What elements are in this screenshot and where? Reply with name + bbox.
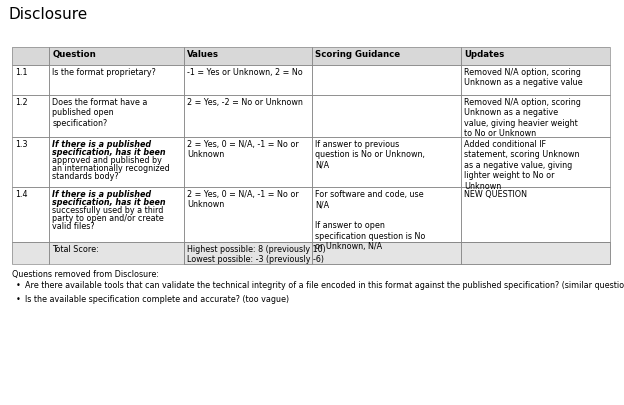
- Bar: [49, 95, 184, 137]
- Text: 2 = Yes, 0 = N/A, -1 = No or
Unknown: 2 = Yes, 0 = N/A, -1 = No or Unknown: [187, 190, 299, 209]
- Bar: [313, 242, 461, 264]
- Bar: [461, 242, 610, 264]
- Text: Highest possible: 8 (previously 10)
Lowest possible: -3 (previously -6): Highest possible: 8 (previously 10) Lowe…: [187, 245, 326, 264]
- Text: party to open and/or create: party to open and/or create: [52, 214, 164, 223]
- Bar: [12, 65, 49, 95]
- Bar: [184, 187, 313, 242]
- Text: Removed N/A option, scoring
Unknown as a negative value: Removed N/A option, scoring Unknown as a…: [464, 68, 583, 87]
- Text: 2 = Yes, 0 = N/A, -1 = No or
Unknown: 2 = Yes, 0 = N/A, -1 = No or Unknown: [187, 140, 299, 160]
- Bar: [313, 137, 461, 187]
- Bar: [461, 137, 610, 187]
- Bar: [184, 242, 313, 264]
- Bar: [12, 137, 49, 187]
- Text: If there is a published: If there is a published: [52, 140, 152, 149]
- Text: valid files?: valid files?: [52, 222, 95, 231]
- Bar: [49, 137, 184, 187]
- Bar: [184, 47, 313, 65]
- Bar: [184, 242, 610, 264]
- Text: Removed N/A option, scoring
Unknown as a negative
value, giving heavier weight
t: Removed N/A option, scoring Unknown as a…: [464, 98, 581, 138]
- Text: specification, has it been: specification, has it been: [52, 148, 166, 157]
- Text: 1.3: 1.3: [15, 140, 27, 149]
- Bar: [184, 137, 313, 187]
- Bar: [313, 47, 461, 65]
- Bar: [184, 95, 313, 137]
- Bar: [461, 242, 610, 264]
- Bar: [49, 65, 184, 95]
- Bar: [49, 242, 184, 264]
- Bar: [313, 187, 461, 242]
- Text: an internationally recognized: an internationally recognized: [52, 164, 170, 173]
- Text: Does the format have a
published open
specification?: Does the format have a published open sp…: [52, 98, 148, 128]
- Bar: [313, 65, 461, 95]
- Bar: [184, 65, 313, 95]
- Bar: [461, 95, 610, 137]
- Text: •: •: [16, 295, 21, 304]
- Text: Updates: Updates: [464, 50, 504, 59]
- Text: Is the available specification complete and accurate? (too vague): Is the available specification complete …: [25, 295, 289, 304]
- Bar: [12, 95, 49, 137]
- Bar: [12, 242, 49, 264]
- Bar: [12, 187, 49, 242]
- Text: 2 = Yes, -2 = No or Unknown: 2 = Yes, -2 = No or Unknown: [187, 98, 303, 107]
- Bar: [184, 242, 313, 264]
- Bar: [461, 47, 610, 65]
- Bar: [184, 47, 313, 65]
- Bar: [313, 242, 461, 264]
- Text: Is the format proprietary?: Is the format proprietary?: [52, 68, 156, 77]
- Bar: [12, 242, 49, 264]
- Text: 1.2: 1.2: [15, 98, 27, 107]
- Text: If there is a published: If there is a published: [52, 190, 152, 199]
- Bar: [49, 47, 184, 65]
- Text: -1 = Yes or Unknown, 2 = No: -1 = Yes or Unknown, 2 = No: [187, 68, 303, 77]
- Text: specification, has it been: specification, has it been: [52, 198, 166, 207]
- Text: approved and published by: approved and published by: [52, 156, 162, 165]
- Bar: [313, 47, 461, 65]
- Text: •: •: [16, 281, 21, 290]
- Text: Are there available tools that can validate the technical integrity of a file en: Are there available tools that can valid…: [25, 281, 624, 290]
- Bar: [12, 47, 49, 65]
- Bar: [12, 47, 49, 65]
- Bar: [461, 65, 610, 95]
- Text: Disclosure: Disclosure: [8, 7, 87, 22]
- Bar: [184, 242, 610, 264]
- Bar: [313, 95, 461, 137]
- Text: Total Score:: Total Score:: [52, 245, 99, 254]
- Text: Scoring Guidance: Scoring Guidance: [315, 50, 401, 59]
- Bar: [49, 242, 184, 264]
- Text: 1.4: 1.4: [15, 190, 27, 199]
- Bar: [461, 187, 610, 242]
- Text: Values: Values: [187, 50, 220, 59]
- Bar: [461, 47, 610, 65]
- Bar: [49, 47, 184, 65]
- Text: standards body?: standards body?: [52, 172, 119, 181]
- Text: If answer to previous
question is No or Unknown,
N/A: If answer to previous question is No or …: [315, 140, 426, 170]
- Text: successfully used by a third: successfully used by a third: [52, 206, 163, 215]
- Text: NEW QUESTION: NEW QUESTION: [464, 190, 527, 199]
- Bar: [49, 187, 184, 242]
- Text: Questions removed from Disclosure:: Questions removed from Disclosure:: [12, 270, 159, 279]
- Text: Question: Question: [52, 50, 96, 59]
- Text: 1.1: 1.1: [15, 68, 27, 77]
- Text: For software and code, use
N/A

If answer to open
specification question is No
o: For software and code, use N/A If answer…: [315, 190, 426, 251]
- Text: Added conditional IF
statement, scoring Unknown
as a negative value, giving
ligh: Added conditional IF statement, scoring …: [464, 140, 580, 191]
